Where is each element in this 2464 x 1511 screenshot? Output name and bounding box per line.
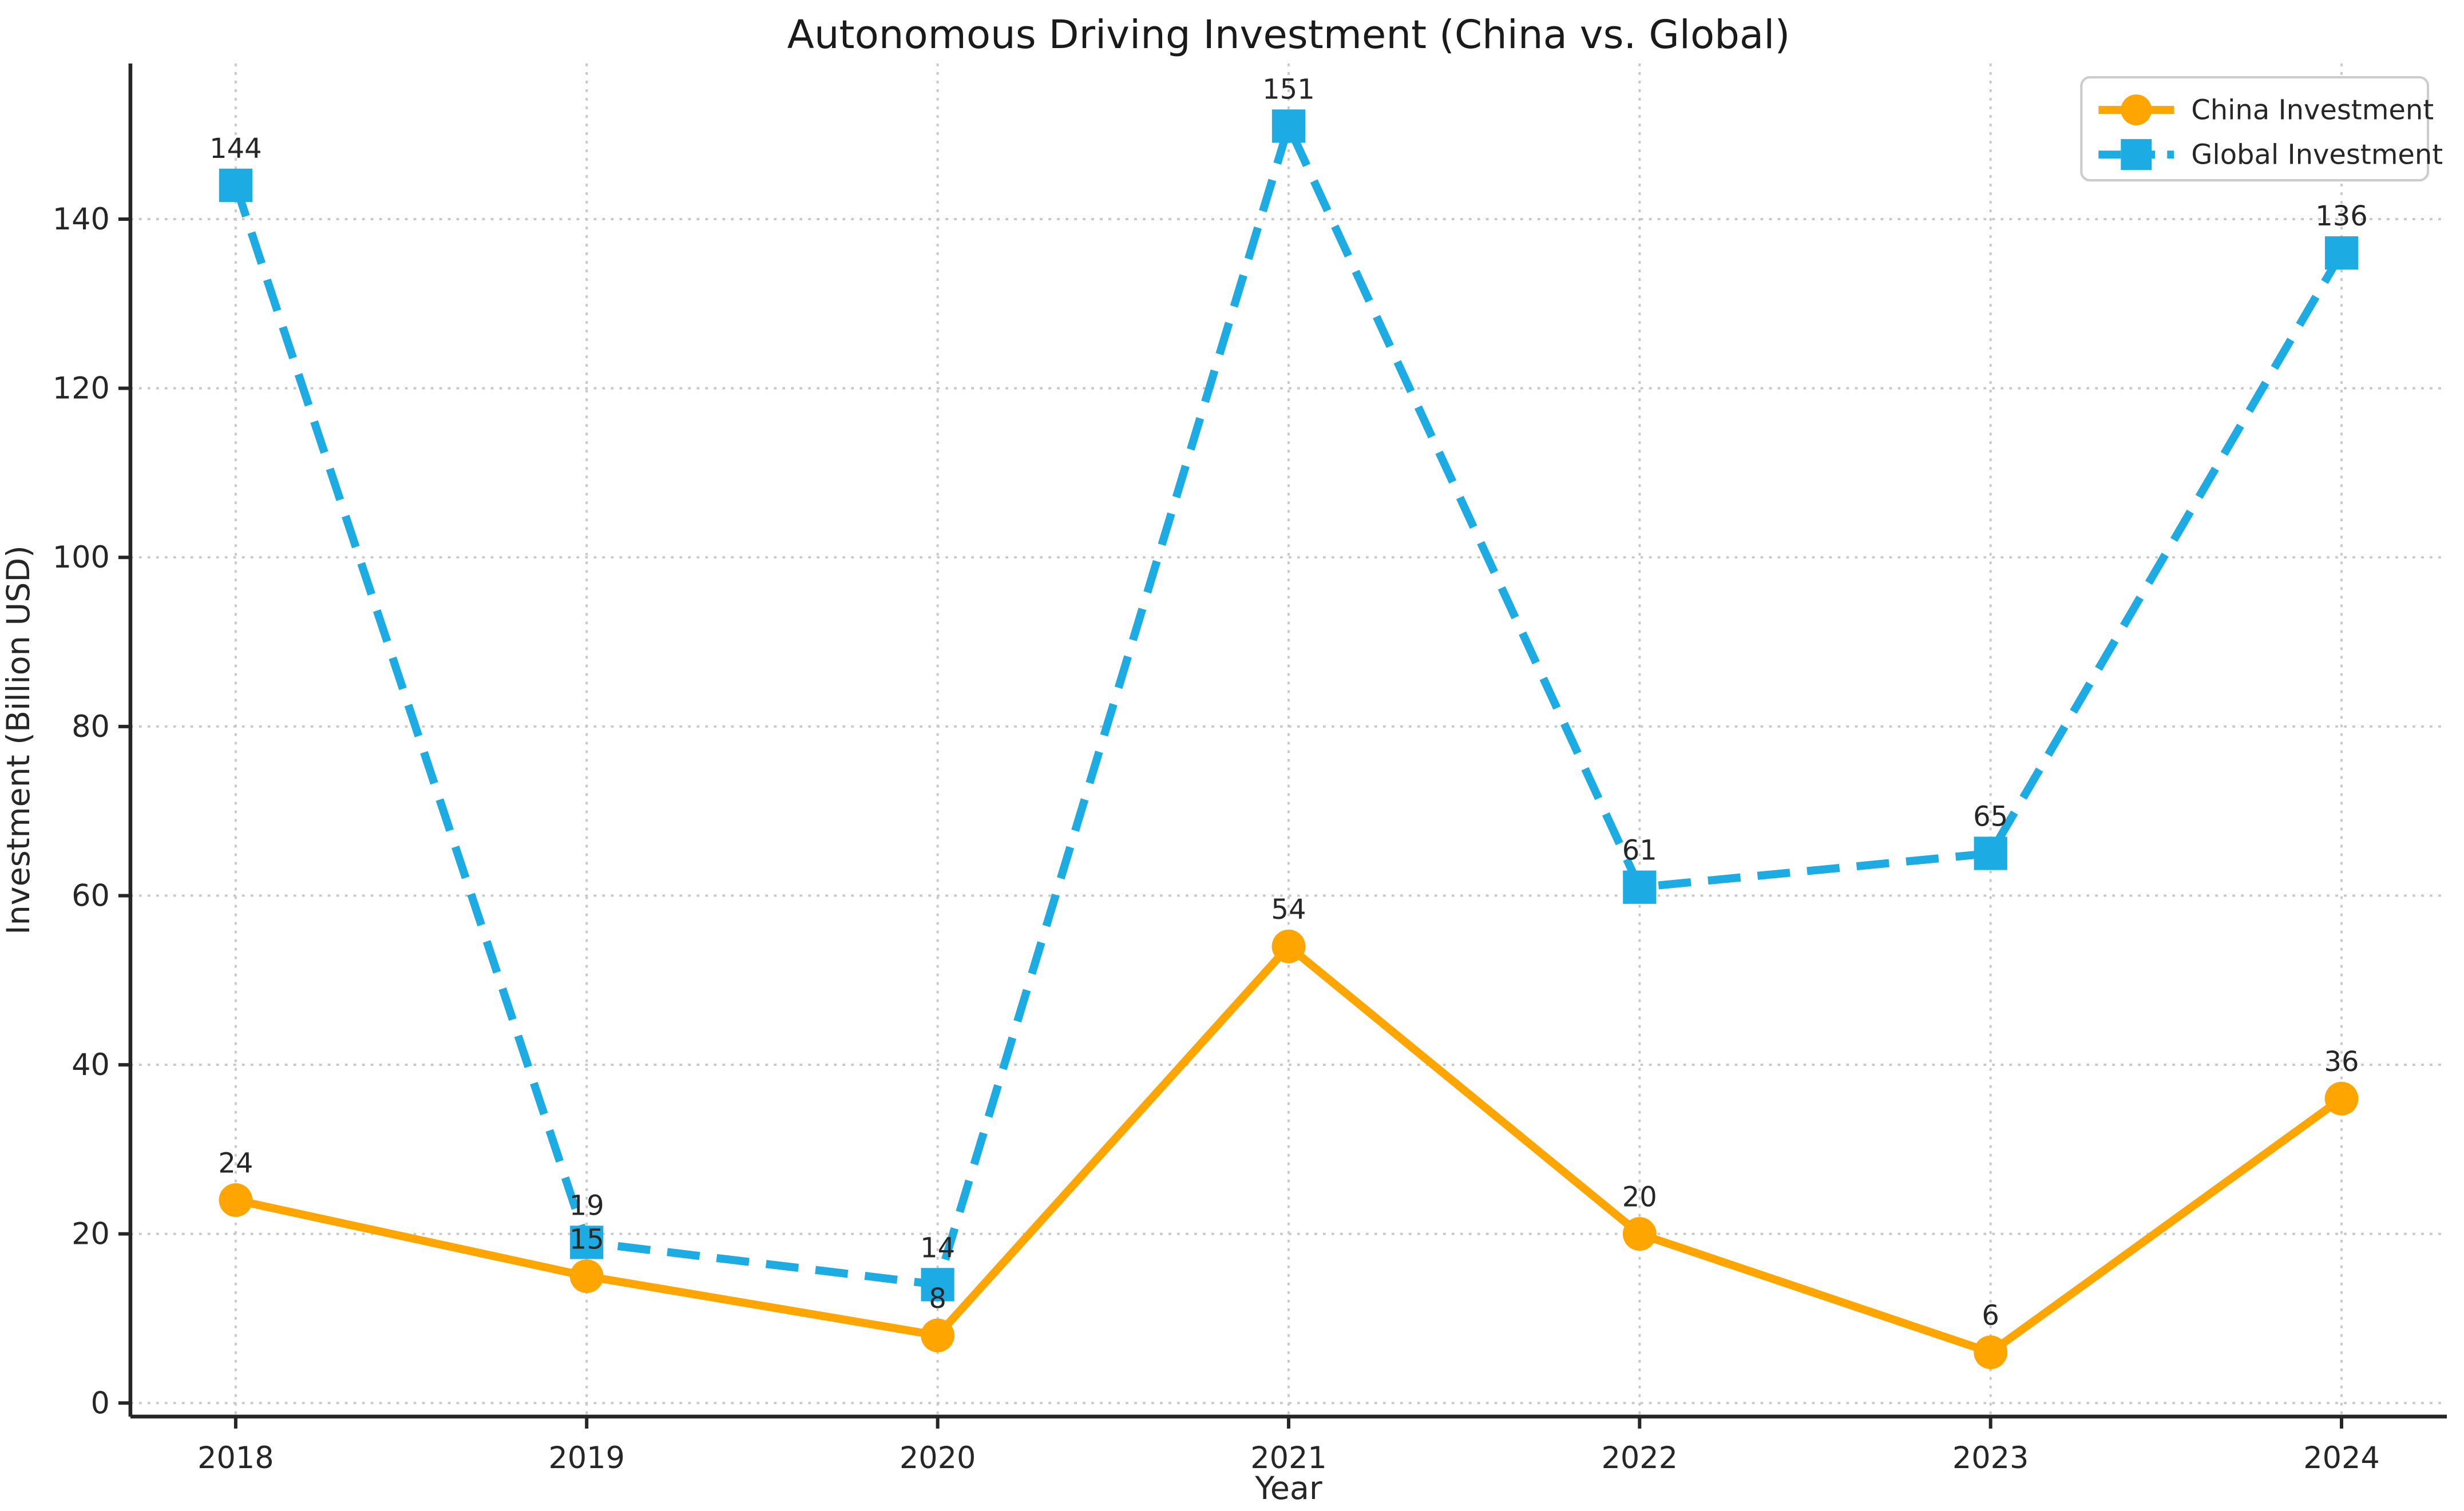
marker-china-investment-2019: [569, 1259, 604, 1293]
data-label-global-investment-2018: 144: [209, 133, 262, 165]
data-labels-layer: 24 15 8 54 20 6 36 144 19 14 151 61 65 136: [209, 73, 2368, 1331]
marker-china-investment-2022: [1622, 1217, 1657, 1251]
x-tick-label: 2018: [197, 1441, 274, 1476]
legend-sample-global-marker: [2121, 139, 2152, 170]
y-tick-label: 100: [53, 540, 110, 575]
x-tick-label: 2021: [1250, 1441, 1327, 1476]
marker-china-investment-2020: [921, 1318, 954, 1353]
marker-china-investment-2024: [2324, 1081, 2359, 1116]
series-layer: [219, 109, 2359, 1370]
marker-global-investment-2020: [921, 1268, 954, 1302]
x-axis-label: Year: [1254, 1470, 1322, 1507]
marker-global-investment-2021: [1271, 109, 1306, 143]
y-axis-label: Investment (Billion USD): [0, 545, 37, 935]
data-label-china-investment-2023: 6: [1982, 1300, 1999, 1332]
data-label-china-investment-2021: 54: [1271, 894, 1306, 926]
y-tick-label: 140: [53, 202, 110, 237]
data-label-global-investment-2022: 61: [1622, 835, 1657, 867]
data-label-global-investment-2021: 151: [1262, 73, 1315, 105]
data-label-china-investment-2019: 15: [569, 1224, 604, 1256]
marker-global-investment-2022: [1623, 870, 1657, 904]
legend-sample-china-marker: [2121, 94, 2152, 126]
marker-china-investment-2021: [1271, 929, 1306, 963]
legend-entry-china: China Investment: [2098, 94, 2434, 126]
y-tick-label: 80: [72, 709, 110, 744]
y-tick-label: 20: [72, 1217, 110, 1252]
marker-china-investment-2023: [1974, 1335, 2008, 1370]
x-tick-label: 2020: [900, 1441, 976, 1476]
marker-global-investment-2023: [1974, 836, 2007, 870]
marker-global-investment-2019: [570, 1226, 604, 1259]
marker-global-investment-2024: [2324, 236, 2359, 270]
legend-label-china: China Investment: [2191, 94, 2434, 126]
x-tick-label: 2024: [2303, 1441, 2380, 1476]
marker-china-investment-2018: [219, 1183, 253, 1217]
data-label-china-investment-2024: 36: [2324, 1046, 2359, 1078]
legend-label-global: Global Investment: [2191, 139, 2443, 171]
data-label-global-investment-2020: 14: [920, 1232, 955, 1264]
y-tick-label: 40: [72, 1048, 110, 1082]
data-label-global-investment-2024: 136: [2315, 200, 2368, 232]
grid-layer: [130, 64, 2447, 1417]
data-label-global-investment-2019: 19: [569, 1189, 604, 1222]
data-label-china-investment-2018: 24: [218, 1148, 253, 1180]
x-tick-label: 2019: [548, 1441, 625, 1476]
x-tick-label: 2023: [1952, 1441, 2029, 1476]
legend-entry-global: Global Investment: [2098, 139, 2443, 171]
legend: China Investment Global Investment: [2080, 76, 2443, 182]
data-label-china-investment-2022: 20: [1622, 1181, 1657, 1213]
data-label-china-investment-2020: 8: [929, 1283, 946, 1315]
data-label-global-investment-2023: 65: [1973, 801, 2008, 833]
series-line-global-investment: [232, 122, 2346, 1289]
y-tick-label: 120: [53, 371, 110, 406]
y-tick-label: 0: [91, 1386, 110, 1421]
x-tick-label: 2022: [1602, 1441, 1678, 1476]
y-tick-label: 60: [72, 878, 110, 913]
chart-title: Autonomous Driving Investment (China vs.…: [787, 12, 1790, 58]
marker-global-investment-2018: [219, 168, 252, 202]
